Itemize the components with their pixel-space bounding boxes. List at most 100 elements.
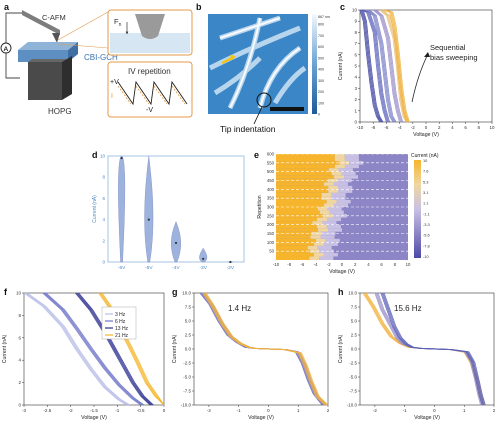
colorbar-tick-label: 500 (318, 56, 324, 60)
heatmap-cell (318, 228, 329, 232)
y-tick-label: -2.5 (349, 361, 357, 366)
panel-a-schematic: C-AFM A CBI-GCH HOPG Fn IV repetition +V… (0, 9, 193, 118)
series-line (366, 9, 394, 123)
iv-sawtooth (117, 80, 188, 106)
minus-v-label: -V (146, 107, 153, 114)
series-line (24, 292, 129, 406)
y-tick-label: 0 (354, 120, 357, 125)
y-tick-label: 3 (354, 86, 357, 91)
heatmap-cell (327, 207, 342, 211)
sample-label: CBI-GCH (84, 53, 118, 62)
x-tick-label: -10 (357, 125, 364, 130)
iv-repetition-title: IV repetition (128, 67, 171, 76)
y-tick-label: 450 (267, 178, 275, 183)
colorbar-tick-label: -5.6 (423, 233, 430, 238)
x-tick-label: 1 (463, 408, 466, 413)
y-tick-label: 8 (354, 30, 357, 35)
legend-label: 3 Hz (115, 312, 126, 318)
heatmap-cell (337, 178, 352, 183)
heatmap-cell (334, 154, 345, 158)
heatmap-cell (276, 238, 316, 243)
series-line (367, 9, 395, 123)
substrate-label: HOPG (48, 107, 72, 116)
y-axis-label: Current (nA) (172, 334, 178, 363)
x-tick-label: -4 (314, 262, 318, 267)
x-tick-label: -2 (69, 408, 73, 413)
heatmap-cell (323, 242, 338, 246)
y-axis-label: Current (nA) (338, 334, 344, 363)
y-tick-label: 0 (18, 403, 21, 408)
heatmap-cell (276, 199, 327, 204)
colorbar-tick-label: -3.3 (423, 222, 430, 227)
y-tick-label: 4 (354, 75, 357, 80)
force-label: Fn (114, 17, 122, 28)
heatmap-cell (276, 245, 308, 250)
heatmap-cell (307, 245, 318, 250)
heatmap-cell (338, 189, 353, 193)
panel-c-letter: c (340, 2, 346, 12)
series-line (42, 292, 141, 406)
x-tick-label: 10 (406, 262, 411, 267)
heatmap-cell (276, 171, 332, 176)
cantilever-icon (22, 10, 60, 35)
heatmap-cell (338, 185, 353, 190)
heatmap-cell (276, 252, 314, 257)
heatmap-cell (334, 157, 345, 162)
x-tick-label: 0 (341, 262, 344, 267)
violin-median (229, 260, 232, 264)
y-tick-label: 2 (354, 97, 357, 102)
sweep-arrowhead (424, 52, 430, 57)
annotation-line1: Sequential (430, 43, 466, 52)
series-line (76, 292, 152, 406)
y-tick-label: 10.0 (182, 291, 191, 296)
cafm-label: C-AFM (42, 13, 66, 22)
heatmap-cell (334, 164, 345, 169)
frequency-annotation: 15.6 Hz (394, 304, 422, 313)
y-axis-label: Current (nA) (2, 334, 8, 363)
panel-a-letter: a (4, 2, 10, 12)
series-line (45, 292, 145, 406)
violin-body (199, 247, 208, 263)
colorbar-tick-label: 200 (318, 90, 324, 94)
x-tick-label: -1.5 (90, 408, 98, 413)
y-tick-label: 8 (18, 313, 21, 318)
y-tick-label: 250 (267, 213, 275, 218)
heatmap-cell (313, 242, 324, 246)
chart-g: -2 -1 0 1 2 -10.0 -7.5 -5.0 -2.5 0.0 2.5 5.0 7.5 10.0… (172, 291, 330, 422)
heatmap-cell (336, 199, 351, 204)
heatmap-cell (276, 256, 310, 260)
x-tick-label: -3V (199, 265, 207, 271)
plus-v-label: +V (110, 79, 119, 86)
x-tick-label: -10 (273, 262, 280, 267)
x-tick-label: -0.5 (137, 408, 145, 413)
heatmap-cell (332, 214, 347, 218)
x-tick-label: 6 (464, 125, 467, 130)
x-tick-label: -4 (398, 125, 402, 130)
y-tick-label: 0.0 (185, 347, 192, 352)
x-tick-label: 2 (493, 408, 496, 413)
colorbar-tick-label: 800 (318, 23, 324, 27)
violin-body (144, 155, 154, 263)
y-tick-label: -10.0 (347, 403, 358, 408)
hopg-block-icon (28, 59, 72, 62)
series-line (25, 292, 130, 406)
y-tick-label: 4 (18, 358, 21, 363)
heatmap-cell (328, 185, 339, 190)
y-axis-label: Current (nA) (92, 195, 98, 223)
y-tick-label: -10.0 (181, 403, 192, 408)
heatmap-cell (344, 157, 359, 162)
colorbar-tick-label: -1.1 (423, 211, 430, 216)
series-line (362, 9, 384, 123)
heatmap-cell (339, 161, 350, 165)
tip-indentation-label: Tip indentation (220, 124, 276, 134)
violin-median (147, 218, 150, 221)
i-label: I (111, 93, 113, 100)
y-tick-label: 50 (269, 249, 274, 254)
y-tick-label: 550 (267, 160, 275, 165)
colorbar-title: Current (nA) (411, 153, 439, 159)
x-axis-label: Voltage (V) (248, 415, 274, 421)
y-tick-label: 1 (354, 108, 357, 113)
y-tick-label: 7.5 (185, 305, 192, 310)
colorbar-tick-label: 300 (318, 79, 324, 83)
x-tick-label: -6 (384, 125, 388, 130)
